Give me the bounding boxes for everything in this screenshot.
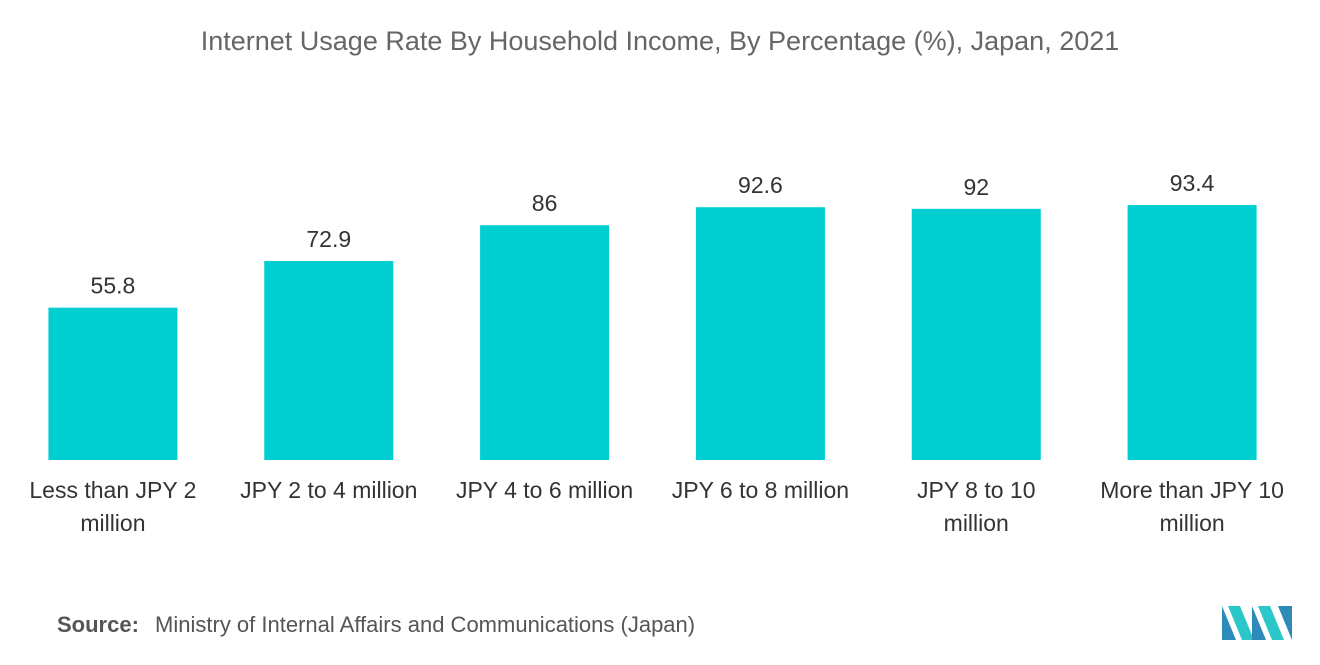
data-label-3: 92.6 <box>738 172 783 198</box>
bar-1 <box>264 260 394 460</box>
bar-3 <box>695 207 825 460</box>
bar-0 <box>48 307 178 460</box>
brand-logo-icon <box>1222 606 1292 640</box>
category-label-1: JPY 2 to 4 million <box>240 477 417 503</box>
source-note: Source: Ministry of Internal Affairs and… <box>57 612 695 638</box>
data-label-1: 72.9 <box>306 226 351 252</box>
bar-chart: 55.8 Less than JPY 2 million 72.9 JPY 2 to 4… <box>29 170 1284 536</box>
category-label-2: JPY 4 to 6 million <box>456 477 633 503</box>
source-text: Ministry of Internal Affairs and Communi… <box>155 612 696 637</box>
data-label-5: 93.4 <box>1170 170 1215 196</box>
data-label-0: 55.8 <box>91 273 136 299</box>
data-label-4: 92 <box>963 174 989 200</box>
category-label-4: JPY 8 to 10 million <box>917 477 1036 536</box>
chart-title: Internet Usage Rate By Household Income,… <box>200 26 1120 56</box>
category-label-5: More than JPY 10 million <box>1100 477 1284 536</box>
bar-4 <box>911 208 1041 460</box>
bar-5 <box>1127 205 1257 460</box>
bar-2 <box>480 225 610 460</box>
data-label-2: 86 <box>532 190 558 216</box>
source-label: Source: <box>57 612 139 637</box>
category-label-3: JPY 6 to 8 million <box>672 477 849 503</box>
category-label-0: Less than JPY 2 million <box>29 477 196 536</box>
